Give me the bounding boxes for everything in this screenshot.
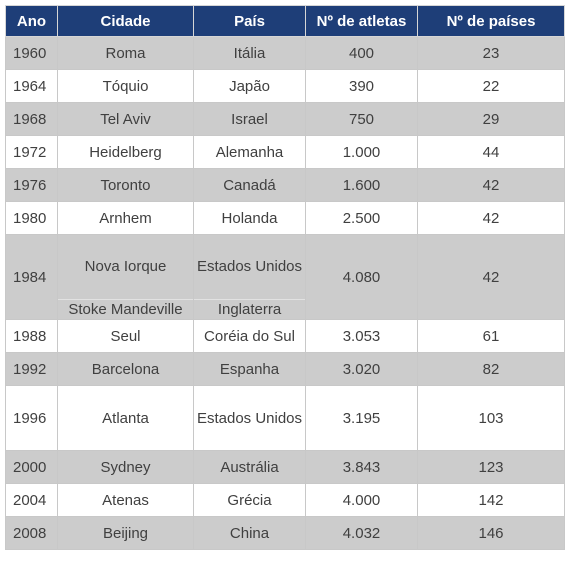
cell-pais-split: Estados Unidos Inglaterra	[193, 234, 306, 320]
cell-cidade-split: Nova Iorque Stoke Mandeville	[57, 234, 194, 320]
cell-ano: 1964	[5, 69, 58, 103]
cell-cidade: Arnhem	[57, 201, 194, 235]
cell-ano: 1988	[5, 319, 58, 353]
cell-ano: 1976	[5, 168, 58, 202]
table-row: 1972 Heidelberg Alemanha 1.000 44	[5, 135, 565, 169]
table-header-row: Ano Cidade País Nº de atletas Nº de país…	[5, 5, 565, 37]
table-row: 2004 Atenas Grécia 4.000 142	[5, 483, 565, 517]
cell-paises: 82	[417, 352, 565, 386]
cell-atletas: 4.032	[305, 516, 418, 550]
table-row: 1996 Atlanta Estados Unidos 3.195 103	[5, 385, 565, 451]
cell-atletas: 400	[305, 36, 418, 70]
cell-pais: Austrália	[193, 450, 306, 484]
header-pais: País	[193, 5, 306, 37]
cell-pais: China	[193, 516, 306, 550]
header-cidade: Cidade	[57, 5, 194, 37]
cell-atletas: 1.600	[305, 168, 418, 202]
cell-atletas: 1.000	[305, 135, 418, 169]
table-row: 2008 Beijing China 4.032 146	[5, 516, 565, 550]
cell-pais: Coréia do Sul	[193, 319, 306, 353]
table-row: 1992 Barcelona Espanha 3.020 82	[5, 352, 565, 386]
cell-pais: Espanha	[193, 352, 306, 386]
header-atletas: Nº de atletas	[305, 5, 418, 37]
table-row: 1988 Seul Coréia do Sul 3.053 61	[5, 319, 565, 353]
paralympics-table-container: Ano Cidade País Nº de atletas Nº de país…	[5, 5, 565, 561]
cell-cidade: Beijing	[57, 516, 194, 550]
cell-atletas: 4.000	[305, 483, 418, 517]
cell-atletas: 3.195	[305, 385, 418, 451]
cell-paises: 61	[417, 319, 565, 353]
table-row-1984: 1984 Nova Iorque Stoke Mandeville Estado…	[5, 234, 565, 320]
cell-ano: 1968	[5, 102, 58, 136]
cell-paises: 22	[417, 69, 565, 103]
cell-ano: 2008	[5, 516, 58, 550]
cell-pais: Israel	[193, 102, 306, 136]
cell-atletas: 390	[305, 69, 418, 103]
cell-paises: 29	[417, 102, 565, 136]
cell-atletas: 750	[305, 102, 418, 136]
table-row: 1980 Arnhem Holanda 2.500 42	[5, 201, 565, 235]
cell-paises: 42	[417, 201, 565, 235]
cell-ano: 1996	[5, 385, 58, 451]
cell-pais: Estados Unidos	[196, 258, 303, 275]
cell-cidade-secondary: Stoke Mandeville	[58, 299, 193, 319]
cell-cidade: Heidelberg	[57, 135, 194, 169]
cell-pais: Grécia	[193, 483, 306, 517]
cell-paises: 23	[417, 36, 565, 70]
table-row: 1960 Roma Itália 400 23	[5, 36, 565, 70]
cell-pais: Holanda	[193, 201, 306, 235]
table-row: 1964 Tóquio Japão 390 22	[5, 69, 565, 103]
cell-atletas: 3.053	[305, 319, 418, 353]
cell-paises: 42	[417, 168, 565, 202]
cell-cidade: Barcelona	[57, 352, 194, 386]
cell-cidade: Tóquio	[57, 69, 194, 103]
table-row: 1976 Toronto Canadá 1.600 42	[5, 168, 565, 202]
cell-ano: 1960	[5, 36, 58, 70]
cell-atletas: 3.843	[305, 450, 418, 484]
cell-ano: 1972	[5, 135, 58, 169]
cell-paises: 142	[417, 483, 565, 517]
table-row: 2000 Sydney Austrália 3.843 123	[5, 450, 565, 484]
cell-pais: Japão	[193, 69, 306, 103]
cell-ano: 2000	[5, 450, 58, 484]
table-row: 1968 Tel Aviv Israel 750 29	[5, 102, 565, 136]
cell-paises: 42	[417, 234, 565, 320]
cell-pais-secondary: Inglaterra	[194, 299, 305, 319]
cell-cidade: Roma	[57, 36, 194, 70]
cell-cidade: Sydney	[57, 450, 194, 484]
header-ano: Ano	[5, 5, 58, 37]
cell-pais: Estados Unidos	[193, 385, 306, 451]
cell-cidade: Toronto	[57, 168, 194, 202]
cell-ano: 1980	[5, 201, 58, 235]
cell-pais: Canadá	[193, 168, 306, 202]
cell-cidade: Nova Iorque	[84, 258, 167, 275]
cell-ano: 1992	[5, 352, 58, 386]
cell-pais: Alemanha	[193, 135, 306, 169]
cell-atletas: 3.020	[305, 352, 418, 386]
cell-cidade: Seul	[57, 319, 194, 353]
cell-cidade: Tel Aviv	[57, 102, 194, 136]
cell-ano: 2004	[5, 483, 58, 517]
cell-cidade: Atenas	[57, 483, 194, 517]
cell-paises: 44	[417, 135, 565, 169]
cell-cidade: Atlanta	[57, 385, 194, 451]
cell-ano: 1984	[5, 234, 58, 320]
cell-paises: 123	[417, 450, 565, 484]
cell-atletas: 2.500	[305, 201, 418, 235]
cell-pais: Itália	[193, 36, 306, 70]
cell-paises: 146	[417, 516, 565, 550]
cell-atletas: 4.080	[305, 234, 418, 320]
cell-paises: 103	[417, 385, 565, 451]
paralympics-table: Ano Cidade País Nº de atletas Nº de país…	[5, 5, 565, 550]
header-paises: Nº de países	[417, 5, 565, 37]
